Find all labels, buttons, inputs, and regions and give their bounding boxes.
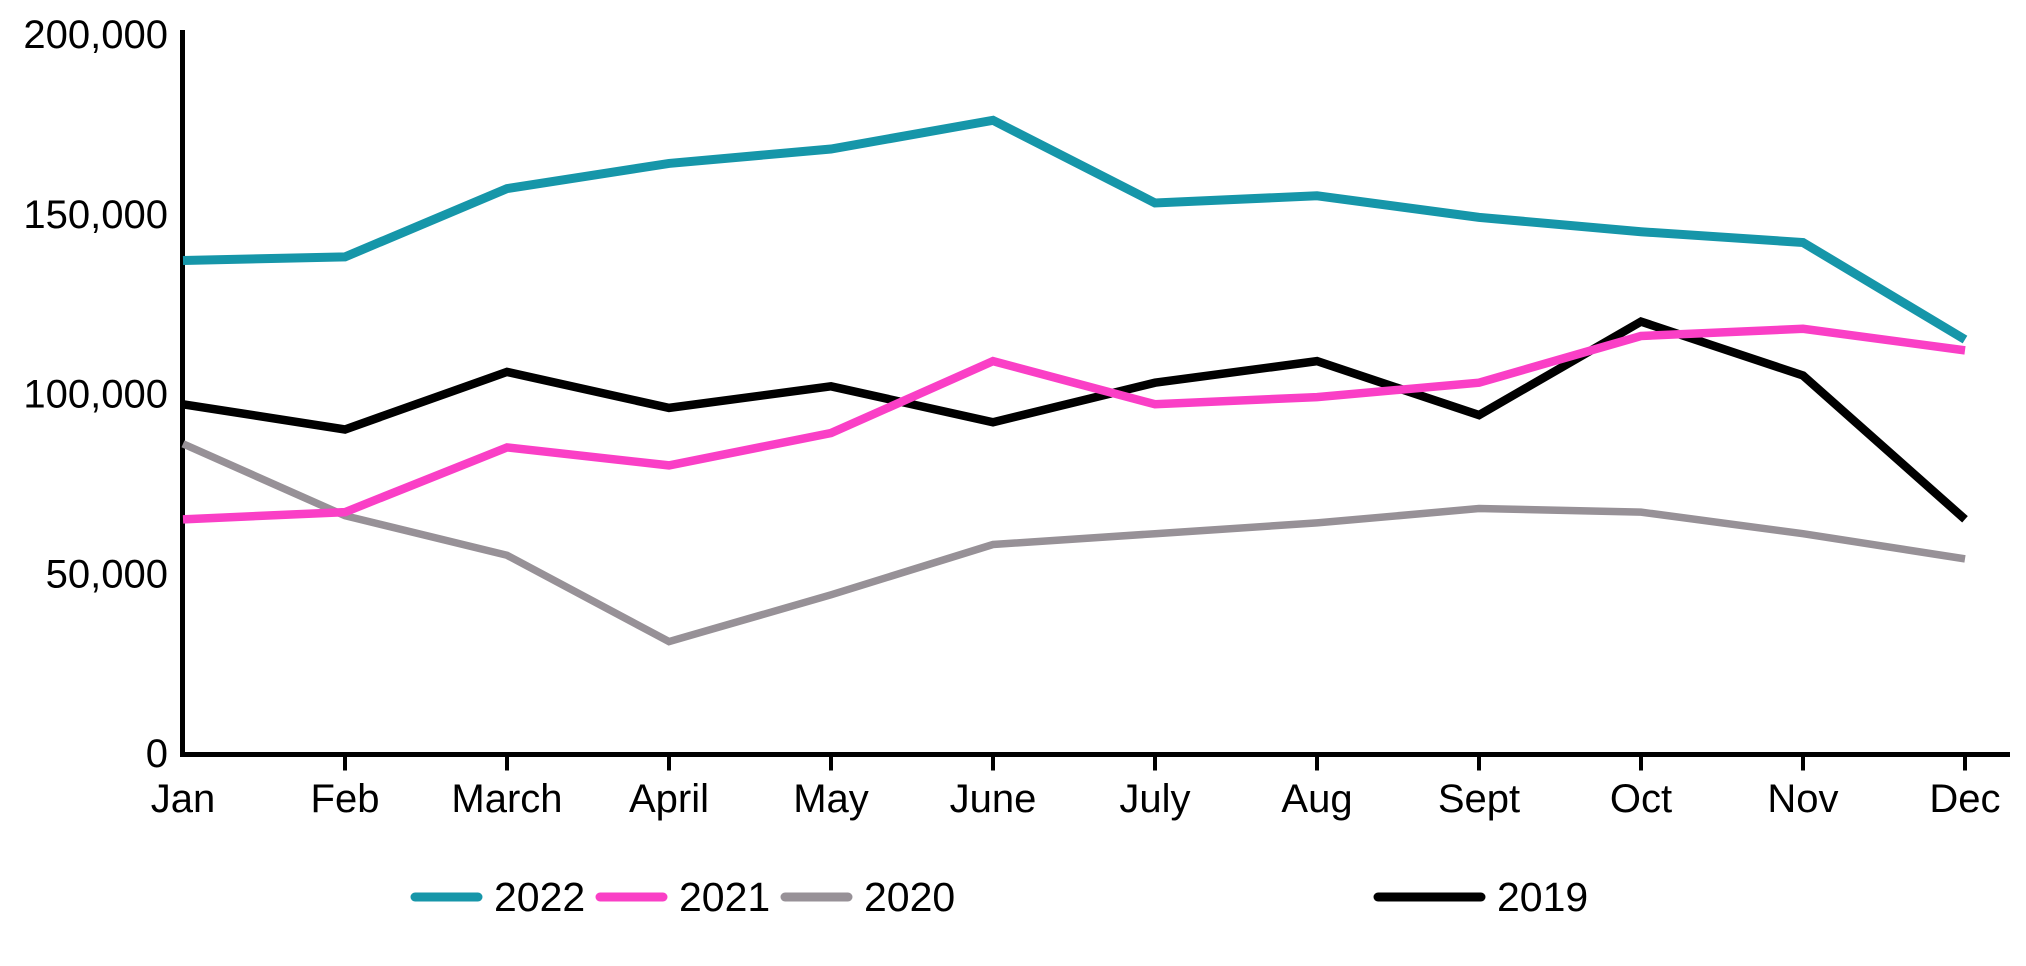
x-tick-label-May: May xyxy=(793,777,869,821)
x-tick-label-Nov: Nov xyxy=(1767,777,1838,821)
legend-label-2022: 2022 xyxy=(494,874,585,920)
y-tick-label-100,000: 100,000 xyxy=(23,373,168,417)
legend: 2022 2021 2020 2019 xyxy=(410,874,1588,920)
legend-label-2021: 2021 xyxy=(679,874,770,920)
legend-item-2022: 2022 xyxy=(410,874,585,920)
legend-label-2020: 2020 xyxy=(864,874,955,920)
series-line-2022 xyxy=(182,115,1968,344)
x-tick-label-June: June xyxy=(950,777,1037,821)
legend-label-2019: 2019 xyxy=(1497,874,1588,920)
x-tick-label-Oct: Oct xyxy=(1610,777,1672,821)
y-tick-label-0: 0 xyxy=(146,732,168,776)
legend-item-2020: 2020 xyxy=(780,874,955,920)
series-line-2019 xyxy=(182,316,1968,523)
y-tick-label-150,000: 150,000 xyxy=(23,193,168,237)
x-tick-label-Dec: Dec xyxy=(1929,777,2000,821)
axes-layer xyxy=(180,30,2010,771)
x-tick-label-March: March xyxy=(451,777,562,821)
series-line-2021 xyxy=(182,324,1966,524)
y-tick-label-200,000: 200,000 xyxy=(23,13,168,57)
series-line-2020 xyxy=(181,440,1966,646)
labels-layer: 0 50,000 100,000 150,000 200,000 Jan Feb March A… xyxy=(23,13,2000,821)
series-layer xyxy=(181,115,1968,646)
x-tick-label-July: July xyxy=(1119,777,1190,821)
x-tick-label-April: April xyxy=(629,777,709,821)
legend-item-2021: 2021 xyxy=(595,874,770,920)
x-tick-label-Jan: Jan xyxy=(151,777,216,821)
x-tick-label-Aug: Aug xyxy=(1281,777,1352,821)
x-tick-label-Sept: Sept xyxy=(1438,777,1520,821)
y-tick-label-50,000: 50,000 xyxy=(46,552,168,596)
legend-item-2019: 2019 xyxy=(1373,874,1588,920)
x-tick-label-Feb: Feb xyxy=(311,777,380,821)
